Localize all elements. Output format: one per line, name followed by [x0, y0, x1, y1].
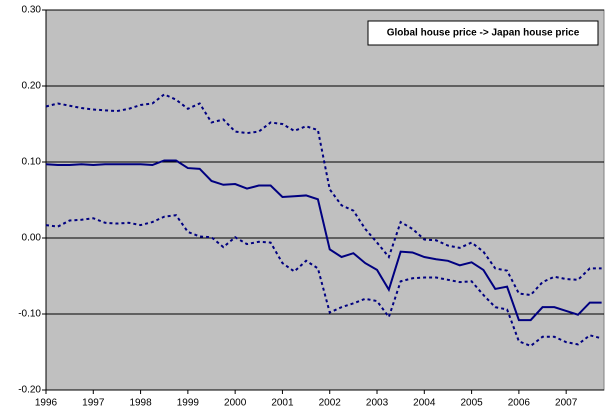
- chart-title: Global house price -> Japan house price: [387, 28, 580, 39]
- x-tick-label: 2004: [413, 398, 436, 409]
- y-tick-label: 0.00: [22, 233, 42, 244]
- x-tick-label: 2007: [555, 398, 578, 409]
- y-tick-label: 0.30: [22, 5, 42, 16]
- series-line: [45, 214, 602, 348]
- x-tick-label: 2006: [508, 398, 531, 409]
- x-tick-label: 2001: [271, 398, 294, 409]
- series-line: [45, 93, 602, 297]
- y-tick-label: -0.10: [18, 309, 41, 320]
- x-tick-label: 2002: [319, 398, 342, 409]
- x-tick-label: 1997: [82, 398, 105, 409]
- x-tick-label: 1998: [129, 398, 152, 409]
- y-tick-label: -0.20: [18, 385, 41, 396]
- y-tick-label: 0.10: [22, 157, 42, 168]
- title-box: [367, 20, 599, 46]
- grid: [42, 9, 604, 394]
- series-line: [45, 159, 602, 322]
- lines: [45, 93, 602, 348]
- x-tick-label: 1999: [177, 398, 200, 409]
- y-tick-label: 0.20: [22, 81, 42, 92]
- plot-area: [45, 9, 605, 391]
- x-tick-label: 1996: [35, 398, 58, 409]
- x-tick-label: 2003: [366, 398, 389, 409]
- x-tick-label: 2005: [460, 398, 483, 409]
- x-tick-label: 2000: [224, 398, 247, 409]
